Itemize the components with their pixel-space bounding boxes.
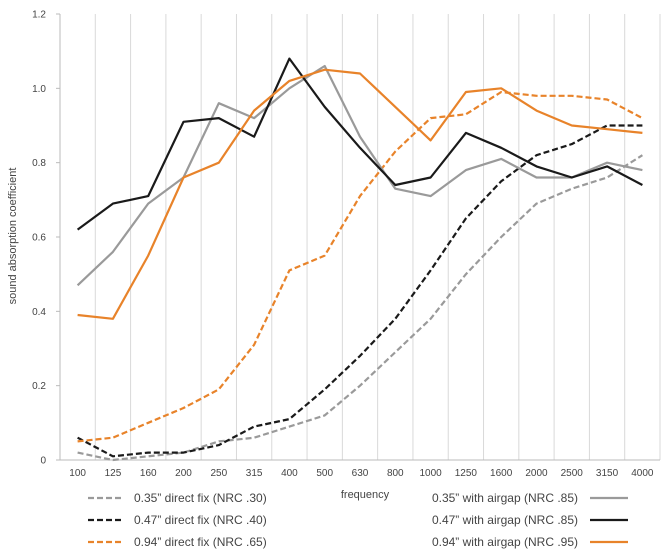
series-line-5 [76,57,643,231]
y-tick-labels: 0 0.2 0.4 0.6 0.8 1.0 1.2 [32,10,60,467]
legend-label: 0.94” with airgap (NRC .95) [432,535,578,549]
x-tick-label: 1600 [490,468,513,479]
x-tick-label: 400 [281,468,298,479]
y-axis-label: sound absorption coefficient [7,168,19,305]
legend-label: 0.94” direct fix (NRC .65) [134,535,267,549]
x-tick-label: 4000 [631,468,654,479]
x-tick-label: 3150 [596,468,619,479]
y-tick-label: 0 [40,456,46,467]
x-tick-label: 100 [69,468,86,479]
x-tick-labels: 100 125 160 200 250 315 400 500 630 800 1000 1250 16… [69,468,654,479]
x-tick-label: 2500 [561,468,584,479]
series-line-4 [76,64,643,287]
x-tick-label: 1250 [455,468,478,479]
y-tick-label: 0.4 [32,307,46,318]
legend-label: 0.35” direct fix (NRC .30) [134,491,267,505]
x-tick-label: 125 [105,468,122,479]
legend-label: 0.47” direct fix (NRC .40) [134,513,267,527]
y-tick-label: 0.6 [32,233,46,244]
series-line-1 [77,154,643,462]
grid [59,14,661,460]
series-line-6 [77,68,643,320]
legend-label: 0.35” with airgap (NRC .85) [432,491,578,505]
series-lines [76,57,643,462]
axes [59,14,660,461]
legend: 0.35” direct fix (NRC .30) 0.47” direct f… [88,491,628,549]
y-tick-label: 1.0 [32,84,46,95]
x-tick-label: 160 [140,468,157,479]
x-tick-label: 315 [246,468,263,479]
x-tick-label: 1000 [419,468,442,479]
x-tick-label: 800 [387,468,404,479]
x-tick-label: 630 [352,468,369,479]
series-line-3 [77,90,643,443]
x-tick-label: 2000 [525,468,548,479]
x-tick-label: 200 [175,468,192,479]
x-axis-label: frequency [341,489,390,501]
x-tick-label: 500 [316,468,333,479]
x-tick-label: 250 [210,468,227,479]
y-tick-label: 0.2 [32,381,46,392]
y-tick-label: 1.2 [32,10,46,21]
y-tick-label: 0.8 [32,158,46,169]
series-line-2 [77,124,643,458]
legend-label: 0.47” with airgap (NRC .85) [432,513,578,527]
